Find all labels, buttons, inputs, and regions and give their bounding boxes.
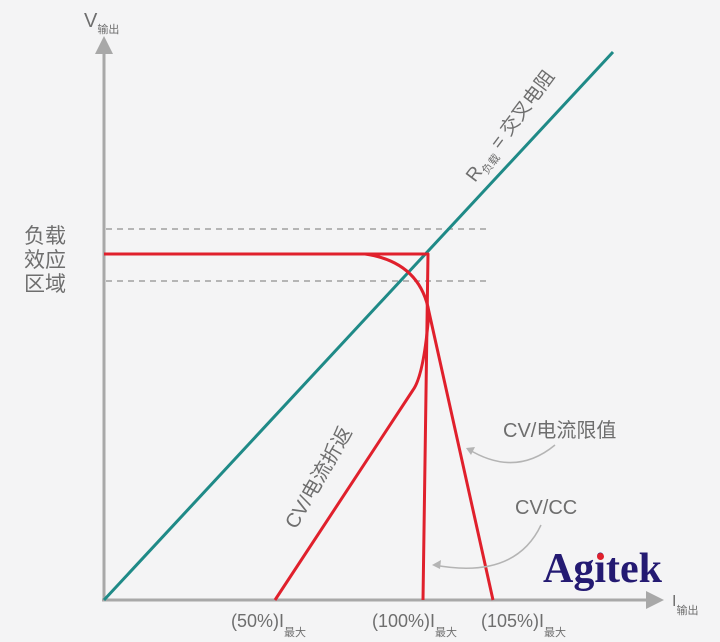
region-label-line2: 效应 bbox=[24, 249, 66, 272]
y-axis-label: V输出 bbox=[84, 10, 119, 36]
logo-dot bbox=[597, 553, 604, 560]
x-axis-arrow bbox=[646, 591, 664, 609]
current-limit-pointer-head bbox=[466, 447, 475, 455]
x-axis-label: I输出 bbox=[672, 593, 698, 617]
y-axis-arrow bbox=[95, 36, 113, 54]
tick-105: (105%)I最大 bbox=[481, 611, 566, 639]
load-line bbox=[102, 50, 615, 602]
region-label-line1: 负载 bbox=[24, 225, 66, 248]
tick-50: (50%)I最大 bbox=[231, 611, 306, 639]
foldback-curve bbox=[273, 311, 431, 601]
current-limit-pointer bbox=[467, 444, 556, 464]
current-limit-curve bbox=[364, 252, 495, 601]
load-line-label: R负载 = 交叉电阻 bbox=[461, 66, 561, 188]
tick-100: (100%)I最大 bbox=[372, 611, 457, 639]
current-limit-label: CV/电流限值 bbox=[503, 419, 616, 442]
cvcc-pointer bbox=[433, 524, 542, 569]
cvcc-label: CV/CC bbox=[515, 497, 577, 519]
foldback-label: CV/电流折返 bbox=[280, 423, 357, 533]
region-label-line3: 区域 bbox=[24, 273, 66, 296]
cvcc-pointer-head bbox=[432, 560, 441, 569]
cvcc-curve bbox=[104, 252, 430, 601]
